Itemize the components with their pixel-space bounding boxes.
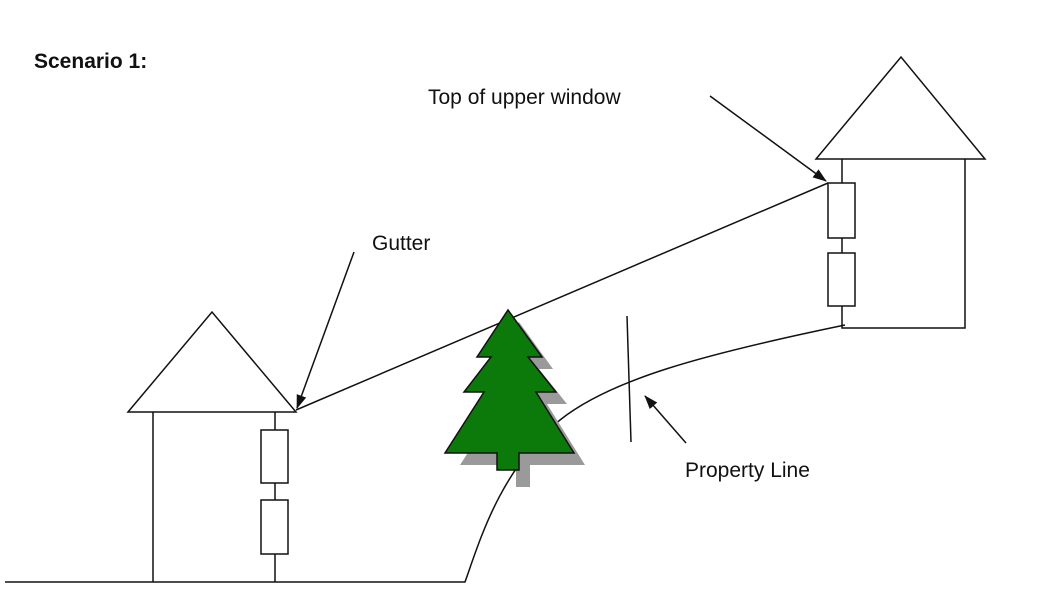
upper-house-upper-window bbox=[827, 182, 856, 239]
gutter-label: Gutter bbox=[372, 232, 431, 255]
top-of-upper-window-label: Top of upper window bbox=[428, 86, 621, 109]
property-line-marker bbox=[626, 315, 632, 443]
sight-line bbox=[295, 182, 829, 411]
property-line-label: Property Line bbox=[685, 459, 810, 482]
lower-house-roof bbox=[126, 310, 298, 413]
lower-house-upper-window bbox=[260, 429, 289, 484]
gutter-label-arrow bbox=[296, 251, 355, 409]
upper-house-lower-window bbox=[827, 252, 856, 307]
upper-house bbox=[814, 55, 987, 329]
property-line-arrow bbox=[644, 395, 687, 444]
upper-house-roof bbox=[814, 55, 987, 160]
tree bbox=[443, 308, 576, 471]
window-label-arrow bbox=[709, 95, 827, 182]
scenario-title: Scenario 1: bbox=[34, 50, 148, 73]
upper-house-walls bbox=[841, 159, 966, 329]
ground-line bbox=[5, 324, 846, 583]
lower-house-lower-window bbox=[260, 499, 289, 555]
lower-house bbox=[126, 310, 298, 582]
